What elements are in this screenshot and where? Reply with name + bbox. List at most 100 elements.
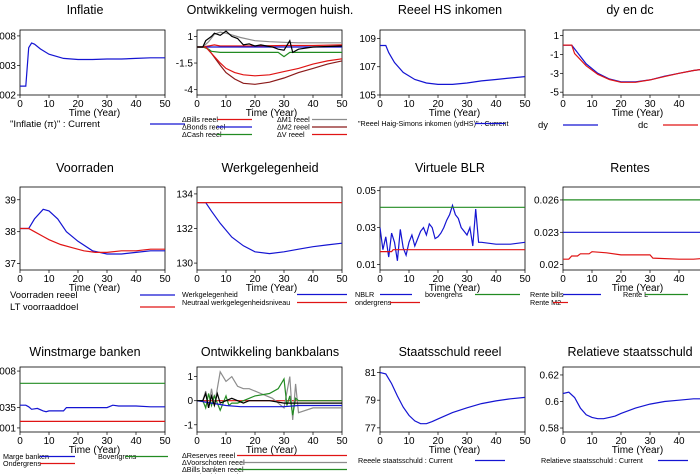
legend-label: ΔM2 reeel bbox=[277, 123, 310, 132]
x-tick-label: 0 bbox=[194, 99, 200, 110]
legend-label: ΔM1 reeel bbox=[277, 115, 310, 124]
x-tick-label: 40 bbox=[490, 436, 502, 447]
x-tick-label: 20 bbox=[72, 99, 84, 110]
x-tick-label: 0 bbox=[377, 99, 383, 110]
y-tick-label: 39 bbox=[5, 195, 17, 206]
x-tick-label: 0 bbox=[560, 99, 566, 110]
chart-werkgelegenheid: Werkgelegenheid 0 10 20 30 40 50 Time (Year) 134… bbox=[176, 161, 348, 307]
x-tick-label: 0 bbox=[17, 274, 23, 285]
chart-dyendc: dy en dc01020304050Time (Year)1-1-3-5dyd… bbox=[538, 3, 700, 131]
y-tick-label: 0.026 bbox=[534, 195, 559, 206]
series-line--inflatie-current bbox=[20, 42, 165, 87]
series-line-marge-banken bbox=[20, 404, 165, 413]
series-line-voorraden-reeel bbox=[20, 208, 165, 255]
x-axis-label: Time (Year) bbox=[246, 283, 298, 294]
y-tick-label: 109 bbox=[359, 34, 376, 45]
x-tick-label: 30 bbox=[644, 436, 656, 447]
plot-frame bbox=[19, 366, 166, 433]
y-tick-label: 77 bbox=[365, 423, 377, 434]
x-tick-label: 20 bbox=[615, 99, 627, 110]
series-line--reeel-haig-simons-inkomen-ydhs-current bbox=[380, 44, 525, 86]
x-tick-label: 30 bbox=[278, 436, 290, 447]
y-tick-label: -1 bbox=[550, 50, 559, 61]
x-tick-label: 40 bbox=[490, 99, 502, 110]
plot-frame bbox=[562, 366, 700, 433]
x-tick-label: 20 bbox=[72, 436, 84, 447]
y-tick-label: 0.008 bbox=[0, 367, 16, 378]
x-tick-label: 50 bbox=[519, 99, 531, 110]
plot-frame bbox=[379, 366, 526, 433]
legend-label: Neutraal werkgelegenheidsniveau bbox=[182, 298, 290, 307]
x-axis-label: Time (Year) bbox=[69, 445, 121, 456]
plot-frame bbox=[379, 186, 526, 271]
x-tick-label: 30 bbox=[461, 436, 473, 447]
legend-label: Marge banken bbox=[3, 452, 49, 461]
chart-title: Voorraden bbox=[56, 161, 114, 175]
y-tick-label: 0.62 bbox=[540, 370, 560, 381]
y-tick-label: 37 bbox=[5, 259, 17, 270]
chart-title: Rentes bbox=[610, 161, 650, 175]
x-tick-label: 0 bbox=[560, 274, 566, 285]
y-tick-label: 0.003 bbox=[0, 61, 16, 72]
chart-reeelhs: Reeel HS inkomen 0 10 20 30 40 50 Time (Year) 10… bbox=[358, 3, 531, 128]
y-tick-label: 132 bbox=[176, 224, 193, 235]
chart-title: Virtuele BLR bbox=[415, 161, 485, 175]
legend-label: ΔCash reeel bbox=[182, 130, 222, 139]
plot-frame bbox=[19, 186, 166, 271]
legend-label: "Reeel Haig-Simons inkomen (ydHS)" : Cur… bbox=[358, 119, 509, 128]
chart-title: Ontwikkeling bankbalans bbox=[201, 345, 339, 359]
chart-title: Staatsschuld reeel bbox=[399, 345, 502, 359]
y-tick-label: 1 bbox=[187, 372, 193, 383]
x-tick-label: 10 bbox=[220, 274, 232, 285]
x-tick-label: 40 bbox=[307, 99, 319, 110]
legend-label: Rente bills bbox=[530, 290, 564, 299]
x-axis-label: Time (Year) bbox=[69, 108, 121, 119]
x-axis-label: Time (Year) bbox=[429, 108, 481, 119]
series-line--m1-reeel bbox=[197, 31, 342, 48]
x-tick-label: 0 bbox=[194, 274, 200, 285]
x-tick-label: 10 bbox=[220, 436, 232, 447]
x-tick-label: 30 bbox=[278, 274, 290, 285]
chart-virtuelblr: Virtuele BLR 0 10 20 30 40 50 Time (Year) 0.05 0.… bbox=[355, 161, 531, 307]
chart-voorraden: Voorraden 0 10 20 30 40 50 Time (Year) 39 38 37 Voo… bbox=[5, 161, 175, 313]
series-line--cash-reeel bbox=[197, 46, 342, 58]
x-tick-label: 50 bbox=[519, 274, 531, 285]
legend-label: dy bbox=[538, 120, 548, 131]
y-tick-label: 1 bbox=[553, 31, 559, 42]
series-line-dc bbox=[563, 44, 700, 83]
x-tick-label: 20 bbox=[432, 436, 444, 447]
x-tick-label: 40 bbox=[130, 436, 142, 447]
legend-label: NBLR bbox=[355, 290, 374, 299]
series-line-relatieve-staatsschuld-current bbox=[563, 391, 700, 420]
chart-title: Werkgelegenheid bbox=[221, 161, 318, 175]
y-tick-label: -3 bbox=[550, 69, 559, 80]
x-tick-label: 20 bbox=[432, 99, 444, 110]
y-tick-label: 0.58 bbox=[540, 424, 560, 435]
legend-label: ΔBills banken reeel bbox=[182, 465, 244, 474]
x-tick-label: 50 bbox=[159, 99, 171, 110]
x-tick-label: 30 bbox=[278, 99, 290, 110]
x-tick-label: 40 bbox=[130, 274, 142, 285]
series-line-lt-voorraaddoel bbox=[20, 227, 165, 253]
series-line-werkgelegenheid bbox=[197, 202, 342, 255]
y-tick-label: 130 bbox=[176, 259, 193, 270]
legend-label: Relatieve staatsschuld : Current bbox=[541, 456, 643, 465]
x-tick-label: 40 bbox=[673, 99, 685, 110]
x-tick-label: 20 bbox=[72, 274, 84, 285]
legend-label: ΔV reeel bbox=[277, 130, 305, 139]
legend-label: bovengrens bbox=[425, 290, 463, 299]
y-tick-label: 38 bbox=[5, 227, 17, 238]
legend-label: Ondergrens bbox=[3, 459, 41, 468]
y-tick-label: 0.01 bbox=[357, 260, 377, 271]
x-tick-label: 30 bbox=[644, 99, 656, 110]
x-tick-label: 10 bbox=[403, 99, 415, 110]
plot-frame bbox=[196, 186, 343, 271]
x-tick-label: 20 bbox=[249, 274, 261, 285]
x-axis-label: Time (Year) bbox=[69, 283, 121, 294]
x-tick-label: 30 bbox=[644, 274, 656, 285]
legend-label: ΔBanksaldo reeel bbox=[182, 472, 239, 474]
legend-label: Rente M2 bbox=[530, 298, 561, 307]
x-tick-label: 50 bbox=[159, 274, 171, 285]
y-tick-label: 1 bbox=[187, 32, 193, 43]
y-tick-label: 0.05 bbox=[357, 186, 377, 197]
